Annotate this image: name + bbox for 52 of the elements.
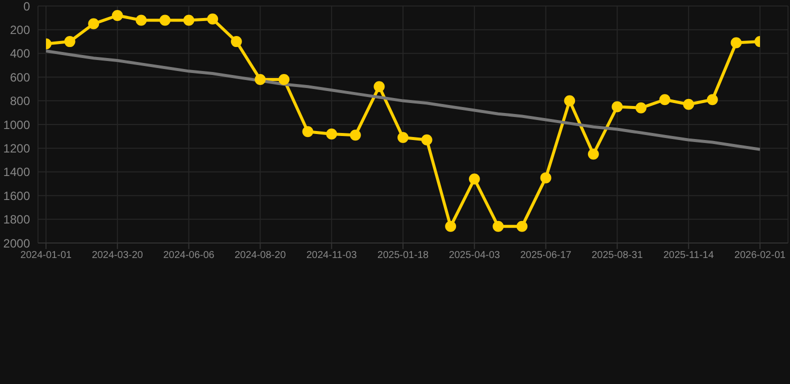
point — [612, 101, 623, 112]
x-tick-label: 2025-08-31 — [592, 250, 644, 262]
point — [326, 128, 338, 140]
x-tick-label: 2024-03-20 — [92, 250, 144, 262]
x-tick-label: 2025-04-03 — [448, 250, 500, 262]
x-tick-label: 2025-01-18 — [377, 250, 430, 262]
point — [564, 95, 576, 106]
point — [207, 14, 218, 25]
point — [659, 94, 670, 106]
x-tick-label: 2026-02-01 — [734, 250, 786, 262]
y-tick-label: 1600 — [3, 188, 30, 203]
point — [160, 14, 170, 26]
point — [183, 14, 194, 26]
point — [588, 148, 599, 160]
point — [636, 102, 646, 114]
y-tick-label: 400 — [10, 46, 30, 61]
x-tick-label: 2024-08-20 — [234, 250, 286, 262]
x-tick-label: 2024-11-03 — [306, 250, 358, 262]
y-tick-label: 1200 — [3, 141, 30, 156]
point — [230, 36, 242, 48]
x-tick-label: 2025-11-14 — [663, 250, 714, 262]
x-tick-label: 2024-01-01 — [20, 250, 72, 262]
point — [302, 126, 314, 138]
point — [492, 220, 504, 232]
y-tick-label: 1000 — [3, 118, 30, 132]
point — [516, 220, 528, 232]
point — [64, 36, 76, 48]
point — [254, 74, 266, 85]
line-series — [46, 50, 760, 151]
point — [683, 98, 694, 110]
point — [445, 220, 456, 232]
y-tick-label: 800 — [10, 94, 30, 108]
x-tick-label: 2025-06-17 — [520, 250, 572, 262]
point — [278, 74, 290, 85]
point — [540, 172, 552, 184]
point — [350, 130, 361, 141]
point — [374, 81, 385, 92]
x-tick-label: 2024-06-06 — [163, 250, 215, 262]
point — [421, 134, 432, 146]
point — [398, 132, 408, 144]
y-tick-label: 1800 — [3, 212, 30, 227]
point — [706, 94, 718, 106]
point — [88, 18, 100, 30]
point — [136, 14, 147, 26]
y-tick-label: 1400 — [3, 165, 30, 180]
point — [730, 37, 742, 48]
y-tick-label: 200 — [10, 22, 30, 37]
point — [112, 10, 123, 21]
point — [468, 174, 480, 185]
y-tick-label: 2000 — [3, 236, 30, 250]
y-tick-label: 600 — [10, 70, 30, 84]
y-tick-label: 0 — [23, 0, 30, 14]
